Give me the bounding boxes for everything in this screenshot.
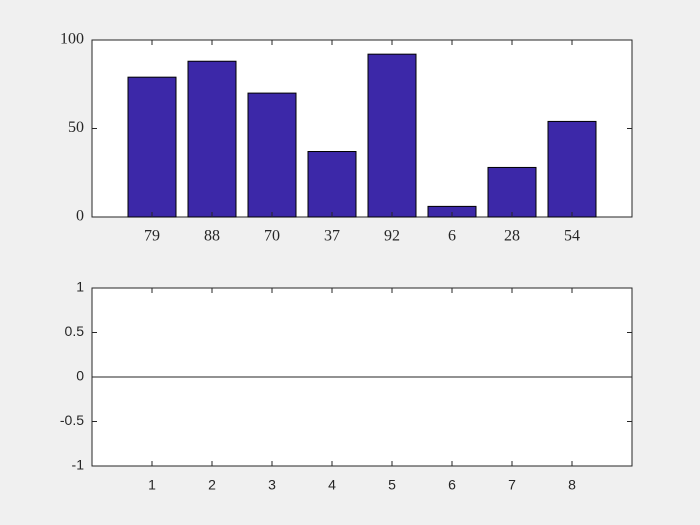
x-tick-label: 4 bbox=[328, 477, 336, 493]
x-tick-label: 3 bbox=[268, 477, 276, 493]
bar bbox=[487, 166, 537, 218]
bar bbox=[547, 120, 597, 218]
axes-bottom: -1 -0.5 0 0.5 1 1 2 3 4 5 6 7 8 bbox=[60, 279, 633, 493]
y-tick-label: -0.5 bbox=[60, 412, 84, 428]
bar bbox=[187, 60, 237, 218]
y-tick-label: -1 bbox=[72, 457, 85, 473]
x-tick-label: 92 bbox=[384, 228, 400, 245]
x-tick-label: 70 bbox=[264, 228, 280, 245]
x-tick-label: 5 bbox=[388, 477, 396, 493]
y-tick-label: 100 bbox=[60, 31, 84, 48]
x-tick-label: 79 bbox=[144, 228, 160, 245]
x-tick-label: 28 bbox=[504, 228, 520, 245]
bar bbox=[367, 53, 417, 218]
plot-area bbox=[91, 39, 633, 218]
x-tick-label: 37 bbox=[324, 228, 340, 245]
y-tick-label: 0 bbox=[76, 208, 84, 225]
x-tick-label: 54 bbox=[564, 228, 580, 245]
axes-top: 0 50 100 79 88 70 37 92 6 28 54 bbox=[60, 31, 633, 245]
y-tick-label: 0.5 bbox=[65, 323, 85, 339]
bar bbox=[307, 151, 357, 218]
y-tick-label: 50 bbox=[68, 119, 84, 136]
y-tick-label: 1 bbox=[76, 279, 84, 295]
x-tick-label: 6 bbox=[448, 477, 456, 493]
bar bbox=[127, 76, 177, 218]
x-tick-label: 8 bbox=[568, 477, 576, 493]
y-tick-label: 0 bbox=[76, 368, 84, 384]
x-tick-label: 7 bbox=[508, 477, 516, 493]
x-tick-label: 2 bbox=[208, 477, 216, 493]
bar bbox=[247, 92, 297, 218]
x-tick-label: 1 bbox=[148, 477, 156, 493]
x-tick-label: 88 bbox=[204, 228, 220, 245]
x-tick-label: 6 bbox=[448, 228, 456, 245]
